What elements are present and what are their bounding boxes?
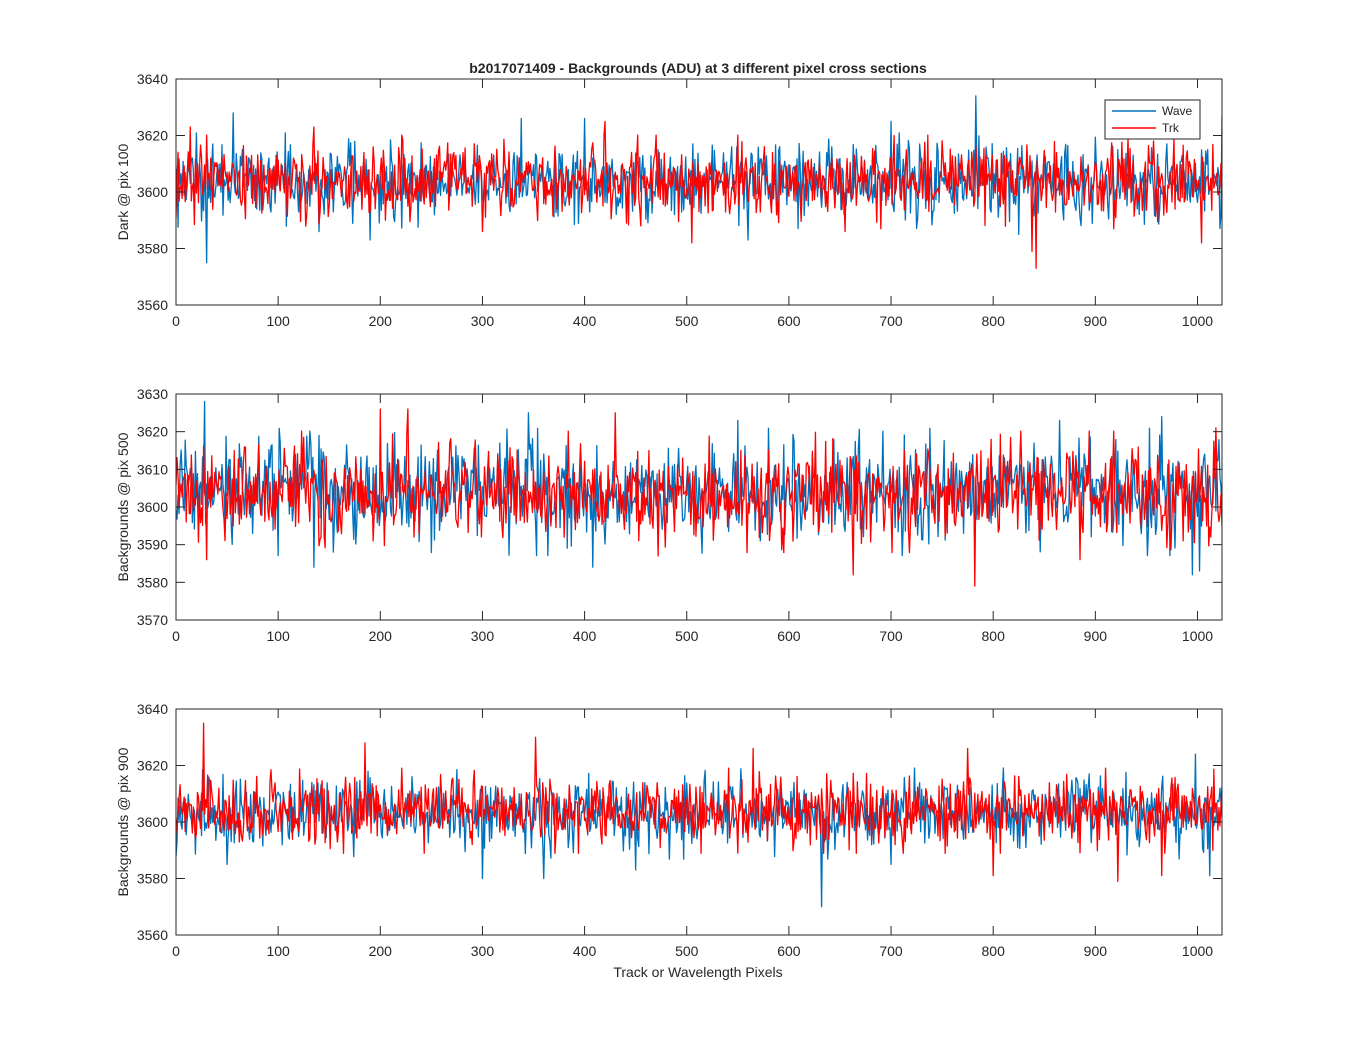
x-tick-label-1-600: 600	[777, 313, 801, 329]
series-group-1	[176, 95, 1222, 269]
x-tick-label-3-200: 200	[369, 943, 393, 959]
x-tick-label-3-900: 900	[1084, 943, 1108, 959]
y-tick-label-1-3620: 3620	[137, 128, 168, 144]
x-tick-label-2-400: 400	[573, 628, 597, 644]
x-tick-label-1-300: 300	[471, 313, 495, 329]
panel-1: 0 100 200 300 400 500 600 700 800 900 1000 3560 3580…	[115, 71, 1223, 329]
y-tick-label-2-3580: 3580	[137, 574, 168, 590]
x-tick-label-3-0: 0	[172, 943, 180, 959]
x-tick-label-3-600: 600	[777, 943, 801, 959]
x-tick-label-2-600: 600	[777, 628, 801, 644]
x-tick-label-1-800: 800	[982, 313, 1006, 329]
x-tick-label-1-900: 900	[1084, 313, 1108, 329]
y-tick-label-3-3580: 3580	[137, 871, 168, 887]
x-tick-label-2-0: 0	[172, 628, 180, 644]
x-tick-label-2-800: 800	[982, 628, 1006, 644]
y-axis-label-3: Backgrounds @ pix 900	[115, 747, 131, 896]
x-tick-label-2-900: 900	[1084, 628, 1108, 644]
x-tick-label-3-700: 700	[879, 943, 903, 959]
y-tick-label-1-3560: 3560	[137, 297, 168, 313]
x-tick-label-2-700: 700	[879, 628, 903, 644]
x-tick-label-3-100: 100	[266, 943, 290, 959]
y-axis-label-2: Backgrounds @ pix 500	[115, 432, 131, 581]
x-tick-label-1-700: 700	[879, 313, 903, 329]
legend: Wave Trk	[1104, 99, 1201, 140]
series-group-2	[176, 400, 1222, 587]
y-axis-label-1: Dark @ pix 100	[115, 143, 131, 240]
x-tick-label-2-500: 500	[675, 628, 699, 644]
panel-2: 0 100 200 300 400 500 600 700 800 900 1000 3570 3580…	[115, 386, 1223, 644]
x-tick-label-2-100: 100	[266, 628, 290, 644]
series-line-trk-2	[176, 408, 1222, 587]
y-tick-label-2-3610: 3610	[137, 461, 168, 477]
y-tick-label-1-3580: 3580	[137, 241, 168, 257]
y-tick-label-2-3620: 3620	[137, 424, 168, 440]
x-tick-label-2-200: 200	[369, 628, 393, 644]
y-tick-label-3-3640: 3640	[137, 701, 168, 717]
y-tick-label-2-3630: 3630	[137, 386, 168, 402]
y-tick-label-3-3600: 3600	[137, 814, 168, 830]
figure-title: b2017071409 - Backgrounds (ADU) at 3 dif…	[469, 60, 927, 76]
x-tick-label-2-1000: 1000	[1182, 628, 1213, 644]
x-tick-label-1-200: 200	[369, 313, 393, 329]
series-line-trk-1	[176, 120, 1222, 269]
x-tick-label-3-300: 300	[471, 943, 495, 959]
y-tick-label-1-3640: 3640	[137, 71, 168, 87]
series-group-3	[176, 722, 1222, 908]
series-line-trk-3	[176, 722, 1222, 882]
x-tick-label-1-100: 100	[266, 313, 290, 329]
x-tick-label-1-400: 400	[573, 313, 597, 329]
y-tick-label-2-3590: 3590	[137, 537, 168, 553]
x-tick-label-3-800: 800	[982, 943, 1006, 959]
panels: 0 100 200 300 400 500 600 700 800 900 100035603580…	[115, 71, 1223, 959]
x-tick-label-1-1000: 1000	[1182, 313, 1213, 329]
y-tick-label-2-3600: 3600	[137, 499, 168, 515]
series-line-wave-2	[176, 400, 1222, 576]
y-tick-label-3-3620: 3620	[137, 758, 168, 774]
legend-label-wave: Wave	[1162, 104, 1193, 118]
x-tick-label-1-500: 500	[675, 313, 699, 329]
x-axis-label: Track or Wavelength Pixels	[613, 964, 782, 980]
y-tick-label-3-3560: 3560	[137, 927, 168, 943]
x-tick-label-3-1000: 1000	[1182, 943, 1213, 959]
x-tick-label-2-300: 300	[471, 628, 495, 644]
y-tick-label-2-3570: 3570	[137, 612, 168, 628]
x-tick-label-3-500: 500	[675, 943, 699, 959]
panel-3: 0 100 200 300 400 500 600 700 800 900 1000 3560 3580…	[115, 701, 1223, 959]
y-tick-label-1-3600: 3600	[137, 184, 168, 200]
legend-box	[1104, 99, 1201, 140]
x-tick-label-3-400: 400	[573, 943, 597, 959]
x-tick-label-1-0: 0	[172, 313, 180, 329]
legend-label-trk: Trk	[1162, 121, 1180, 135]
